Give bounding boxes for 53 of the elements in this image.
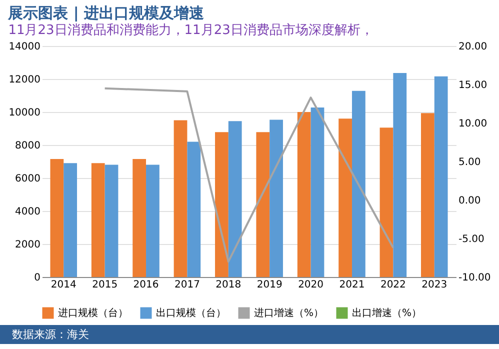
bar bbox=[104, 164, 118, 277]
bar bbox=[187, 142, 201, 277]
y2-tick-label: -10.00 bbox=[458, 272, 491, 284]
chart-subtitle: 11月23日消费品和消费能力，11月23日消费品市场深度解析， bbox=[8, 22, 374, 38]
bar bbox=[50, 159, 64, 277]
bar bbox=[174, 120, 188, 277]
legend-label: 出口增速（%） bbox=[352, 307, 422, 319]
bar bbox=[434, 76, 448, 277]
bar bbox=[215, 132, 228, 277]
x-tick-label: 2020 bbox=[298, 280, 324, 290]
x-tick-label: 2018 bbox=[216, 280, 242, 290]
x-tick-label: 2022 bbox=[380, 280, 406, 290]
bar bbox=[270, 120, 283, 277]
bar bbox=[256, 132, 270, 277]
source-note: 数据来源：海关 bbox=[0, 325, 499, 344]
bar bbox=[146, 164, 160, 277]
x-tick-label: 2017 bbox=[174, 280, 200, 290]
legend-label: 出口规模（台） bbox=[156, 307, 226, 319]
bar bbox=[64, 163, 78, 277]
x-tick-label: 2014 bbox=[50, 280, 76, 290]
bar bbox=[297, 112, 311, 277]
y2-tick-label: 10.00 bbox=[458, 118, 488, 130]
legend-label: 进口增速（%） bbox=[254, 307, 324, 319]
x-tick-label: 2023 bbox=[422, 280, 448, 290]
bar bbox=[228, 121, 242, 277]
chart-title: 展示图表 | 进出口规模及增速 bbox=[7, 4, 206, 22]
bar bbox=[352, 90, 366, 277]
y-tick-label: 6000 bbox=[15, 174, 40, 184]
bar bbox=[132, 159, 146, 277]
y2-tick-label: 20.00 bbox=[458, 42, 488, 52]
bar bbox=[380, 128, 394, 277]
y-tick-label: 10000 bbox=[8, 108, 40, 118]
bar bbox=[310, 108, 324, 277]
x-tick-label: 2016 bbox=[133, 280, 159, 290]
bar bbox=[393, 73, 407, 277]
bar bbox=[420, 113, 434, 277]
y-tick-label: 8000 bbox=[15, 140, 40, 152]
y-tick-label: 4000 bbox=[15, 206, 40, 218]
y2-tick-label: 15.00 bbox=[458, 80, 488, 91]
x-tick-label: 2019 bbox=[256, 280, 282, 290]
x-tick-label: 2015 bbox=[92, 280, 118, 290]
y2-tick-label: 0.00 bbox=[458, 196, 481, 206]
bar bbox=[338, 118, 352, 277]
legend-label: 进口规模（台） bbox=[58, 307, 128, 319]
y-tick-label: 12000 bbox=[8, 74, 40, 86]
y2-tick-label: -5.00 bbox=[458, 234, 484, 245]
y-tick-label: 0 bbox=[34, 272, 40, 284]
x-tick-label: 2021 bbox=[339, 280, 365, 290]
bar bbox=[91, 163, 105, 277]
y2-tick-label: 5.00 bbox=[458, 157, 481, 168]
y-tick-label: 2000 bbox=[15, 240, 40, 250]
y-tick-label: 14000 bbox=[8, 42, 40, 52]
line-series bbox=[104, 87, 394, 263]
